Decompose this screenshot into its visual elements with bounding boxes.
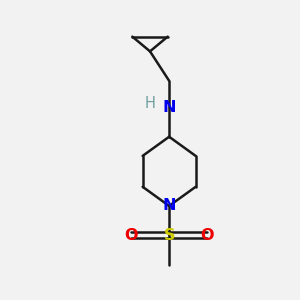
Text: N: N [162,198,176,213]
Text: O: O [201,228,214,243]
Text: N: N [162,100,176,115]
Text: S: S [164,228,175,243]
Text: H: H [145,96,155,111]
Text: O: O [124,228,138,243]
